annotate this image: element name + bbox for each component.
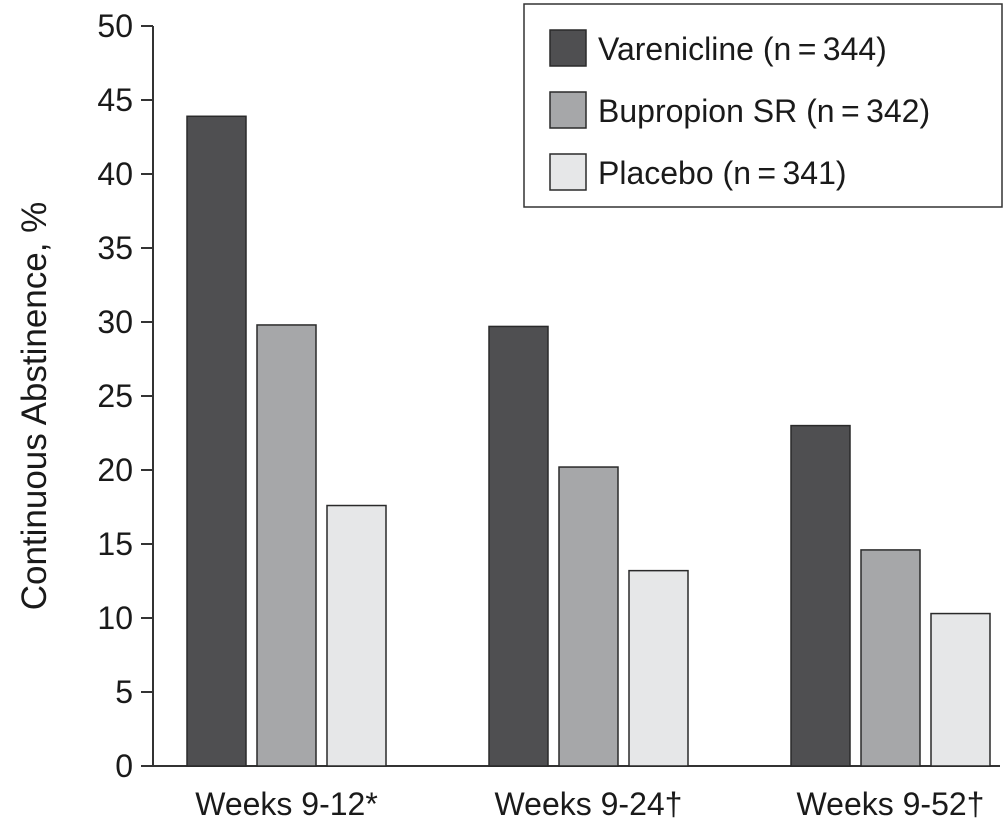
bar-bupropion-2 <box>558 466 619 767</box>
bar-varenicline-3 <box>790 424 851 767</box>
y-ticks: 0 5 10 15 20 25 30 35 40 45 50 <box>97 8 153 784</box>
y-tick-label: 40 <box>97 156 133 192</box>
legend: Varenicline (n = 344) Bupropion SR (n = 3… <box>523 3 1003 208</box>
legend-swatch-varenicline <box>549 29 587 67</box>
bar-varenicline-1 <box>186 115 247 767</box>
y-tick-label: 0 <box>115 748 133 784</box>
bar-bupropion-3 <box>860 549 921 767</box>
y-axis-title: Continuous Abstinence, % <box>15 202 54 611</box>
x-category-label: Weeks 9-24† <box>495 786 683 822</box>
y-tick-label: 20 <box>97 452 133 488</box>
y-tick-label: 30 <box>97 304 133 340</box>
bar-placebo-3 <box>930 612 991 767</box>
legend-label-bupropion: Bupropion SR (n = 342) <box>598 93 930 129</box>
legend-swatch-bupropion <box>549 91 587 129</box>
bar-varenicline-2 <box>488 325 549 767</box>
bar-placebo-1 <box>326 504 387 767</box>
x-category-label: Weeks 9-12* <box>195 786 378 822</box>
y-tick-label: 10 <box>97 600 133 636</box>
legend-label-varenicline: Varenicline (n = 344) <box>598 31 887 67</box>
y-tick-label: 25 <box>97 378 133 414</box>
x-category-label: Weeks 9-52† <box>797 786 985 822</box>
y-tick-label: 15 <box>97 526 133 562</box>
y-tick-label: 5 <box>115 674 133 710</box>
y-tick-label: 50 <box>97 8 133 44</box>
bars <box>186 115 991 767</box>
legend-box <box>523 3 1003 208</box>
bar-bupropion-1 <box>256 324 317 767</box>
legend-label-placebo: Placebo (n = 341) <box>598 155 847 191</box>
x-category-labels: Weeks 9-12* Weeks 9-24† Weeks 9-52† <box>195 786 984 822</box>
y-tick-label: 35 <box>97 230 133 266</box>
y-tick-label: 45 <box>97 82 133 118</box>
legend-swatch-placebo <box>549 153 587 191</box>
bar-placebo-2 <box>628 569 689 767</box>
